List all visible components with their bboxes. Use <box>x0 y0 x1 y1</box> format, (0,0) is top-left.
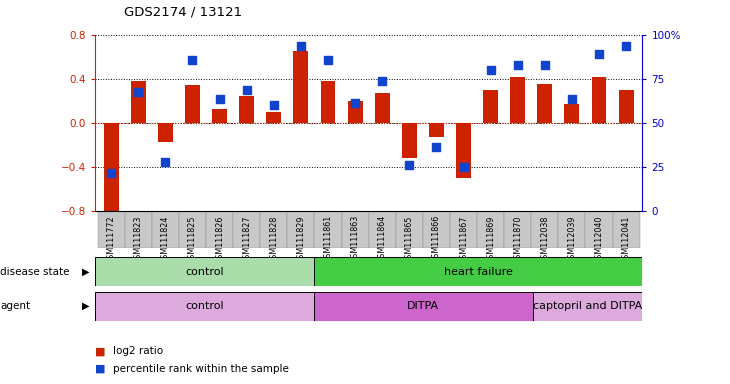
Bar <box>533 292 642 321</box>
Bar <box>95 257 314 286</box>
Point <box>160 159 172 165</box>
Bar <box>531 212 558 248</box>
Bar <box>260 212 288 248</box>
Bar <box>206 212 233 248</box>
Text: GSM111823: GSM111823 <box>134 215 143 263</box>
Text: GSM111863: GSM111863 <box>350 215 360 263</box>
Point <box>512 63 523 69</box>
Point <box>241 87 253 93</box>
Point <box>593 51 605 58</box>
Bar <box>152 212 179 248</box>
Text: GSM111869: GSM111869 <box>486 215 495 263</box>
Bar <box>423 212 450 248</box>
Bar <box>239 96 254 123</box>
Text: control: control <box>185 266 223 277</box>
Bar <box>374 93 390 123</box>
Text: GSM112039: GSM112039 <box>567 215 577 264</box>
Text: GSM111828: GSM111828 <box>269 215 278 263</box>
Bar <box>315 212 342 248</box>
Bar <box>314 292 533 321</box>
Bar <box>104 123 118 214</box>
Point <box>214 96 226 102</box>
Text: GSM111826: GSM111826 <box>215 215 224 263</box>
Text: GSM111870: GSM111870 <box>513 215 522 263</box>
Bar <box>585 212 612 248</box>
Bar <box>98 212 125 248</box>
Bar <box>288 212 315 248</box>
Bar <box>158 123 173 142</box>
Bar <box>266 112 281 123</box>
Text: GSM111825: GSM111825 <box>188 215 197 264</box>
Text: GSM111829: GSM111829 <box>296 215 305 264</box>
Text: GSM111861: GSM111861 <box>323 215 332 263</box>
Text: GSM111867: GSM111867 <box>459 215 468 263</box>
Point <box>132 89 144 95</box>
Bar <box>131 81 146 123</box>
Text: GSM111827: GSM111827 <box>242 215 251 264</box>
Bar <box>612 212 639 248</box>
Bar <box>591 76 607 123</box>
Bar <box>510 76 525 123</box>
Bar <box>537 84 553 123</box>
Bar <box>212 109 227 123</box>
Bar <box>125 212 152 248</box>
Bar <box>564 104 580 123</box>
Point <box>295 43 307 49</box>
Text: control: control <box>185 301 223 311</box>
Text: ■: ■ <box>95 364 105 374</box>
Text: disease state: disease state <box>0 266 69 277</box>
Bar <box>477 212 504 248</box>
Text: GSM111865: GSM111865 <box>405 215 414 263</box>
Bar <box>558 212 585 248</box>
Text: percentile rank within the sample: percentile rank within the sample <box>113 364 289 374</box>
Point <box>349 100 361 106</box>
Text: captopril and DITPA: captopril and DITPA <box>533 301 642 311</box>
Text: GSM111866: GSM111866 <box>432 215 441 263</box>
Point <box>539 63 550 69</box>
Text: GSM112038: GSM112038 <box>540 215 550 263</box>
Bar <box>320 81 336 123</box>
Text: GSM112041: GSM112041 <box>622 215 631 263</box>
Bar <box>293 51 308 123</box>
Bar <box>402 123 417 158</box>
Point <box>620 43 632 49</box>
Bar <box>185 85 200 123</box>
Point <box>105 169 117 175</box>
Bar <box>179 212 206 248</box>
Bar <box>450 212 477 248</box>
Text: log2 ratio: log2 ratio <box>113 346 164 356</box>
Bar <box>483 90 498 123</box>
Text: ▶: ▶ <box>82 266 89 277</box>
Point <box>458 164 469 170</box>
Text: GSM111824: GSM111824 <box>161 215 170 263</box>
Bar <box>314 257 642 286</box>
Text: agent: agent <box>0 301 30 311</box>
Bar <box>369 212 396 248</box>
Point <box>485 67 496 73</box>
Bar <box>504 212 531 248</box>
Text: heart failure: heart failure <box>444 266 512 277</box>
Bar <box>95 292 314 321</box>
Text: GSM111864: GSM111864 <box>377 215 387 263</box>
Bar <box>429 123 444 137</box>
Point <box>322 57 334 63</box>
Point <box>566 96 577 102</box>
Text: GSM111772: GSM111772 <box>107 215 115 264</box>
Point <box>377 78 388 84</box>
Bar <box>456 123 471 178</box>
Bar <box>233 212 260 248</box>
Text: ■: ■ <box>95 346 105 356</box>
Point <box>187 57 199 63</box>
Text: ▶: ▶ <box>82 301 89 311</box>
Bar <box>342 212 369 248</box>
Text: DITPA: DITPA <box>407 301 439 311</box>
Bar <box>396 212 423 248</box>
Point <box>404 162 415 168</box>
Point <box>268 102 280 108</box>
Bar <box>347 101 363 123</box>
Point <box>431 144 442 150</box>
Text: GDS2174 / 13121: GDS2174 / 13121 <box>124 6 242 19</box>
Bar <box>619 90 634 123</box>
Text: GSM112040: GSM112040 <box>594 215 604 263</box>
